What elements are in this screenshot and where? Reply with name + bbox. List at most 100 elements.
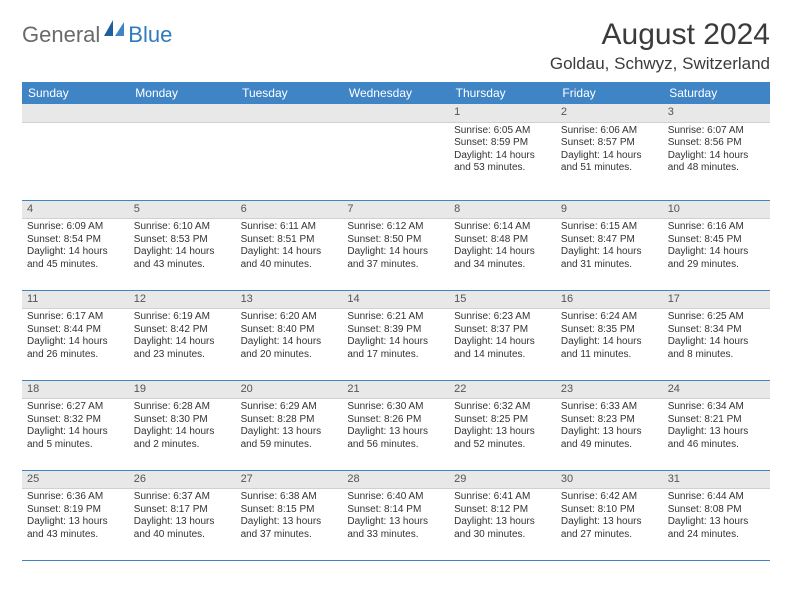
day-daylight1: Daylight: 13 hours — [241, 426, 338, 439]
day-sunrise: Sunrise: 6:07 AM — [668, 125, 765, 138]
weekday-header: Tuesday — [236, 82, 343, 104]
day-content: Sunrise: 6:32 AMSunset: 8:25 PMDaylight:… — [449, 399, 556, 455]
day-daylight1: Daylight: 13 hours — [454, 516, 551, 529]
day-sunrise: Sunrise: 6:27 AM — [27, 401, 124, 414]
day-number: 7 — [342, 201, 449, 220]
day-number: 19 — [129, 381, 236, 400]
day-number: 20 — [236, 381, 343, 400]
day-content: Sunrise: 6:07 AMSunset: 8:56 PMDaylight:… — [663, 123, 770, 179]
day-sunset: Sunset: 8:34 PM — [668, 324, 765, 337]
day-daylight1: Daylight: 14 hours — [561, 246, 658, 259]
day-sunset: Sunset: 8:40 PM — [241, 324, 338, 337]
day-number: 11 — [22, 291, 129, 310]
day-number: 21 — [342, 381, 449, 400]
day-content: Sunrise: 6:09 AMSunset: 8:54 PMDaylight:… — [22, 219, 129, 275]
calendar-week-row: ....1Sunrise: 6:05 AMSunset: 8:59 PMDayl… — [22, 104, 770, 200]
day-sunrise: Sunrise: 6:17 AM — [27, 311, 124, 324]
calendar-day-cell: 6Sunrise: 6:11 AMSunset: 8:51 PMDaylight… — [236, 200, 343, 290]
calendar-day-cell: . — [22, 104, 129, 200]
day-content: Sunrise: 6:16 AMSunset: 8:45 PMDaylight:… — [663, 219, 770, 275]
calendar-day-cell: 1Sunrise: 6:05 AMSunset: 8:59 PMDaylight… — [449, 104, 556, 200]
day-number: 16 — [556, 291, 663, 310]
calendar-day-cell: 28Sunrise: 6:40 AMSunset: 8:14 PMDayligh… — [342, 470, 449, 560]
day-sunset: Sunset: 8:50 PM — [347, 234, 444, 247]
day-number: 5 — [129, 201, 236, 220]
day-content: Sunrise: 6:30 AMSunset: 8:26 PMDaylight:… — [342, 399, 449, 455]
day-number: 15 — [449, 291, 556, 310]
calendar-day-cell: 9Sunrise: 6:15 AMSunset: 8:47 PMDaylight… — [556, 200, 663, 290]
day-number: 4 — [22, 201, 129, 220]
day-daylight1: Daylight: 14 hours — [241, 336, 338, 349]
day-sunset: Sunset: 8:35 PM — [561, 324, 658, 337]
day-content: Sunrise: 6:23 AMSunset: 8:37 PMDaylight:… — [449, 309, 556, 365]
calendar-day-cell: 18Sunrise: 6:27 AMSunset: 8:32 PMDayligh… — [22, 380, 129, 470]
calendar-day-cell: . — [236, 104, 343, 200]
calendar-day-cell: 25Sunrise: 6:36 AMSunset: 8:19 PMDayligh… — [22, 470, 129, 560]
day-content: Sunrise: 6:34 AMSunset: 8:21 PMDaylight:… — [663, 399, 770, 455]
day-daylight2: and 56 minutes. — [347, 439, 444, 452]
day-number: 14 — [342, 291, 449, 310]
day-daylight2: and 30 minutes. — [454, 529, 551, 542]
calendar-day-cell: 16Sunrise: 6:24 AMSunset: 8:35 PMDayligh… — [556, 290, 663, 380]
day-sunrise: Sunrise: 6:42 AM — [561, 491, 658, 504]
day-content: Sunrise: 6:37 AMSunset: 8:17 PMDaylight:… — [129, 489, 236, 545]
day-sunset: Sunset: 8:21 PM — [668, 414, 765, 427]
day-daylight1: Daylight: 14 hours — [347, 336, 444, 349]
weekday-header: Sunday — [22, 82, 129, 104]
calendar-week-row: 18Sunrise: 6:27 AMSunset: 8:32 PMDayligh… — [22, 380, 770, 470]
day-content: Sunrise: 6:14 AMSunset: 8:48 PMDaylight:… — [449, 219, 556, 275]
calendar-day-cell: 7Sunrise: 6:12 AMSunset: 8:50 PMDaylight… — [342, 200, 449, 290]
day-sunset: Sunset: 8:39 PM — [347, 324, 444, 337]
day-content: Sunrise: 6:05 AMSunset: 8:59 PMDaylight:… — [449, 123, 556, 179]
day-daylight2: and 34 minutes. — [454, 259, 551, 272]
day-sunset: Sunset: 8:48 PM — [454, 234, 551, 247]
day-number: 23 — [556, 381, 663, 400]
day-number-empty: . — [236, 104, 343, 123]
day-daylight1: Daylight: 13 hours — [668, 516, 765, 529]
day-sunset: Sunset: 8:53 PM — [134, 234, 231, 247]
day-sunset: Sunset: 8:59 PM — [454, 137, 551, 150]
day-sunset: Sunset: 8:32 PM — [27, 414, 124, 427]
day-sunrise: Sunrise: 6:20 AM — [241, 311, 338, 324]
day-sunrise: Sunrise: 6:28 AM — [134, 401, 231, 414]
day-sunrise: Sunrise: 6:30 AM — [347, 401, 444, 414]
day-sunrise: Sunrise: 6:38 AM — [241, 491, 338, 504]
day-sunset: Sunset: 8:56 PM — [668, 137, 765, 150]
day-daylight1: Daylight: 14 hours — [561, 336, 658, 349]
day-daylight2: and 20 minutes. — [241, 349, 338, 362]
logo-text-blue: Blue — [128, 22, 172, 48]
day-sunset: Sunset: 8:44 PM — [27, 324, 124, 337]
day-daylight1: Daylight: 14 hours — [454, 336, 551, 349]
day-daylight1: Daylight: 14 hours — [134, 336, 231, 349]
calendar-day-cell: 10Sunrise: 6:16 AMSunset: 8:45 PMDayligh… — [663, 200, 770, 290]
calendar-day-cell: 17Sunrise: 6:25 AMSunset: 8:34 PMDayligh… — [663, 290, 770, 380]
day-daylight1: Daylight: 14 hours — [561, 150, 658, 163]
day-content: Sunrise: 6:24 AMSunset: 8:35 PMDaylight:… — [556, 309, 663, 365]
title-location: Goldau, Schwyz, Switzerland — [550, 54, 770, 74]
day-number: 1 — [449, 104, 556, 123]
day-content: Sunrise: 6:12 AMSunset: 8:50 PMDaylight:… — [342, 219, 449, 275]
day-sunrise: Sunrise: 6:15 AM — [561, 221, 658, 234]
day-number: 3 — [663, 104, 770, 123]
day-sunrise: Sunrise: 6:33 AM — [561, 401, 658, 414]
day-daylight2: and 43 minutes. — [134, 259, 231, 272]
day-sunset: Sunset: 8:30 PM — [134, 414, 231, 427]
day-daylight2: and 23 minutes. — [134, 349, 231, 362]
day-sunset: Sunset: 8:37 PM — [454, 324, 551, 337]
day-daylight1: Daylight: 14 hours — [241, 246, 338, 259]
calendar-day-cell: 14Sunrise: 6:21 AMSunset: 8:39 PMDayligh… — [342, 290, 449, 380]
day-content: Sunrise: 6:41 AMSunset: 8:12 PMDaylight:… — [449, 489, 556, 545]
day-content: Sunrise: 6:27 AMSunset: 8:32 PMDaylight:… — [22, 399, 129, 455]
day-sunrise: Sunrise: 6:44 AM — [668, 491, 765, 504]
day-number: 30 — [556, 471, 663, 490]
day-number: 10 — [663, 201, 770, 220]
day-content: Sunrise: 6:33 AMSunset: 8:23 PMDaylight:… — [556, 399, 663, 455]
day-daylight2: and 2 minutes. — [134, 439, 231, 452]
calendar-day-cell: 31Sunrise: 6:44 AMSunset: 8:08 PMDayligh… — [663, 470, 770, 560]
day-number: 24 — [663, 381, 770, 400]
day-sunrise: Sunrise: 6:12 AM — [347, 221, 444, 234]
calendar-day-cell: 8Sunrise: 6:14 AMSunset: 8:48 PMDaylight… — [449, 200, 556, 290]
calendar-day-cell: 27Sunrise: 6:38 AMSunset: 8:15 PMDayligh… — [236, 470, 343, 560]
day-number: 2 — [556, 104, 663, 123]
day-sunset: Sunset: 8:10 PM — [561, 504, 658, 517]
